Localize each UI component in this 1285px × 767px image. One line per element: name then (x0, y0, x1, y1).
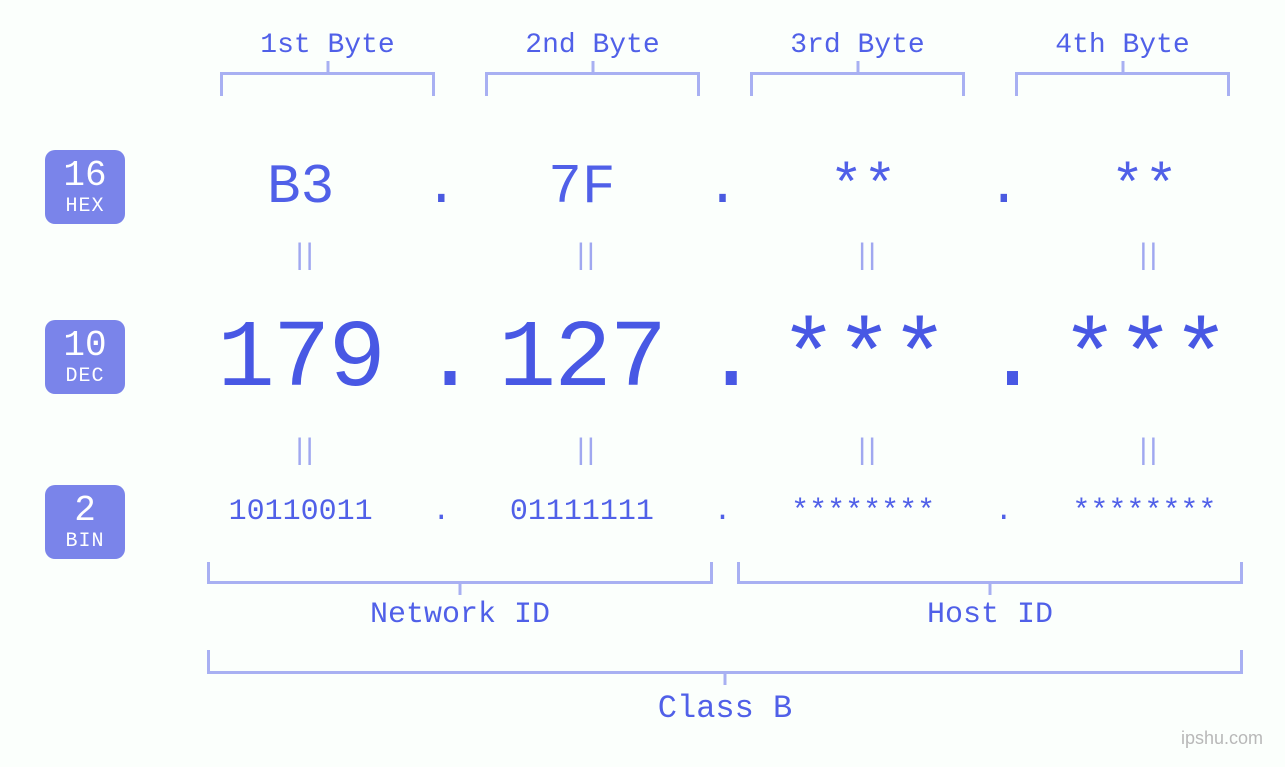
class-bracket (207, 650, 1243, 674)
equals-row-2: || || || || (180, 435, 1265, 469)
eq-1-4: || (1024, 240, 1265, 274)
net-host-brackets (195, 562, 1255, 584)
byte-header-4: 4th Byte (990, 30, 1255, 61)
byte-brackets (195, 72, 1255, 96)
badge-dec: 10 DEC (45, 320, 125, 394)
hex-dot-1: . (421, 155, 461, 219)
byte-header-2: 2nd Byte (460, 30, 725, 61)
hex-dot-2: . (703, 155, 743, 219)
host-id-bracket (737, 562, 1243, 584)
badge-bin-radix: 2 (74, 491, 96, 531)
badge-hex-radix: 16 (63, 156, 106, 196)
hex-row: B3 . 7F . ** . ** (180, 155, 1265, 219)
byte-bracket-4 (1015, 72, 1230, 96)
hex-byte-3: ** (743, 155, 984, 219)
dec-byte-2: 127 (461, 305, 702, 414)
byte-header-3: 3rd Byte (725, 30, 990, 61)
network-id-label: Network ID (195, 598, 725, 632)
dec-row: 179 . 127 . *** . *** (180, 305, 1265, 414)
byte-headers-row: 1st Byte 2nd Byte 3rd Byte 4th Byte (195, 30, 1255, 61)
bin-byte-2: 01111111 (461, 495, 702, 529)
badge-bin: 2 BIN (45, 485, 125, 559)
badge-hex: 16 HEX (45, 150, 125, 224)
net-host-labels: Network ID Host ID (195, 598, 1255, 632)
bin-dot-1: . (421, 495, 461, 529)
hex-byte-2: 7F (461, 155, 702, 219)
eq-2-1: || (180, 435, 421, 469)
eq-2-3: || (743, 435, 984, 469)
equals-row-1: || || || || (180, 240, 1265, 274)
eq-2-4: || (1024, 435, 1265, 469)
dec-dot-3: . (984, 305, 1024, 414)
byte-bracket-1 (220, 72, 435, 96)
byte-bracket-3 (750, 72, 965, 96)
eq-1-1: || (180, 240, 421, 274)
badge-hex-label: HEX (65, 196, 104, 218)
dec-dot-2: . (703, 305, 743, 414)
class-label: Class B (195, 690, 1255, 727)
bin-byte-4: ******** (1024, 495, 1265, 529)
bin-byte-3: ******** (743, 495, 984, 529)
dec-byte-1: 179 (180, 305, 421, 414)
bin-dot-3: . (984, 495, 1024, 529)
bin-row: 10110011 . 01111111 . ******** . *******… (180, 495, 1265, 529)
dec-dot-1: . (421, 305, 461, 414)
dec-byte-4: *** (1024, 305, 1265, 414)
badge-dec-radix: 10 (63, 326, 106, 366)
badge-bin-label: BIN (65, 531, 104, 553)
hex-byte-1: B3 (180, 155, 421, 219)
bin-byte-1: 10110011 (180, 495, 421, 529)
network-id-bracket (207, 562, 713, 584)
eq-1-3: || (743, 240, 984, 274)
host-id-label: Host ID (725, 598, 1255, 632)
hex-byte-4: ** (1024, 155, 1265, 219)
dec-byte-3: *** (743, 305, 984, 414)
ip-diagram: 1st Byte 2nd Byte 3rd Byte 4th Byte 16 H… (0, 0, 1285, 767)
byte-bracket-2 (485, 72, 700, 96)
watermark: ipshu.com (1181, 728, 1263, 749)
badge-dec-label: DEC (65, 366, 104, 388)
eq-1-2: || (461, 240, 702, 274)
bin-dot-2: . (703, 495, 743, 529)
hex-dot-3: . (984, 155, 1024, 219)
byte-header-1: 1st Byte (195, 30, 460, 61)
eq-2-2: || (461, 435, 702, 469)
